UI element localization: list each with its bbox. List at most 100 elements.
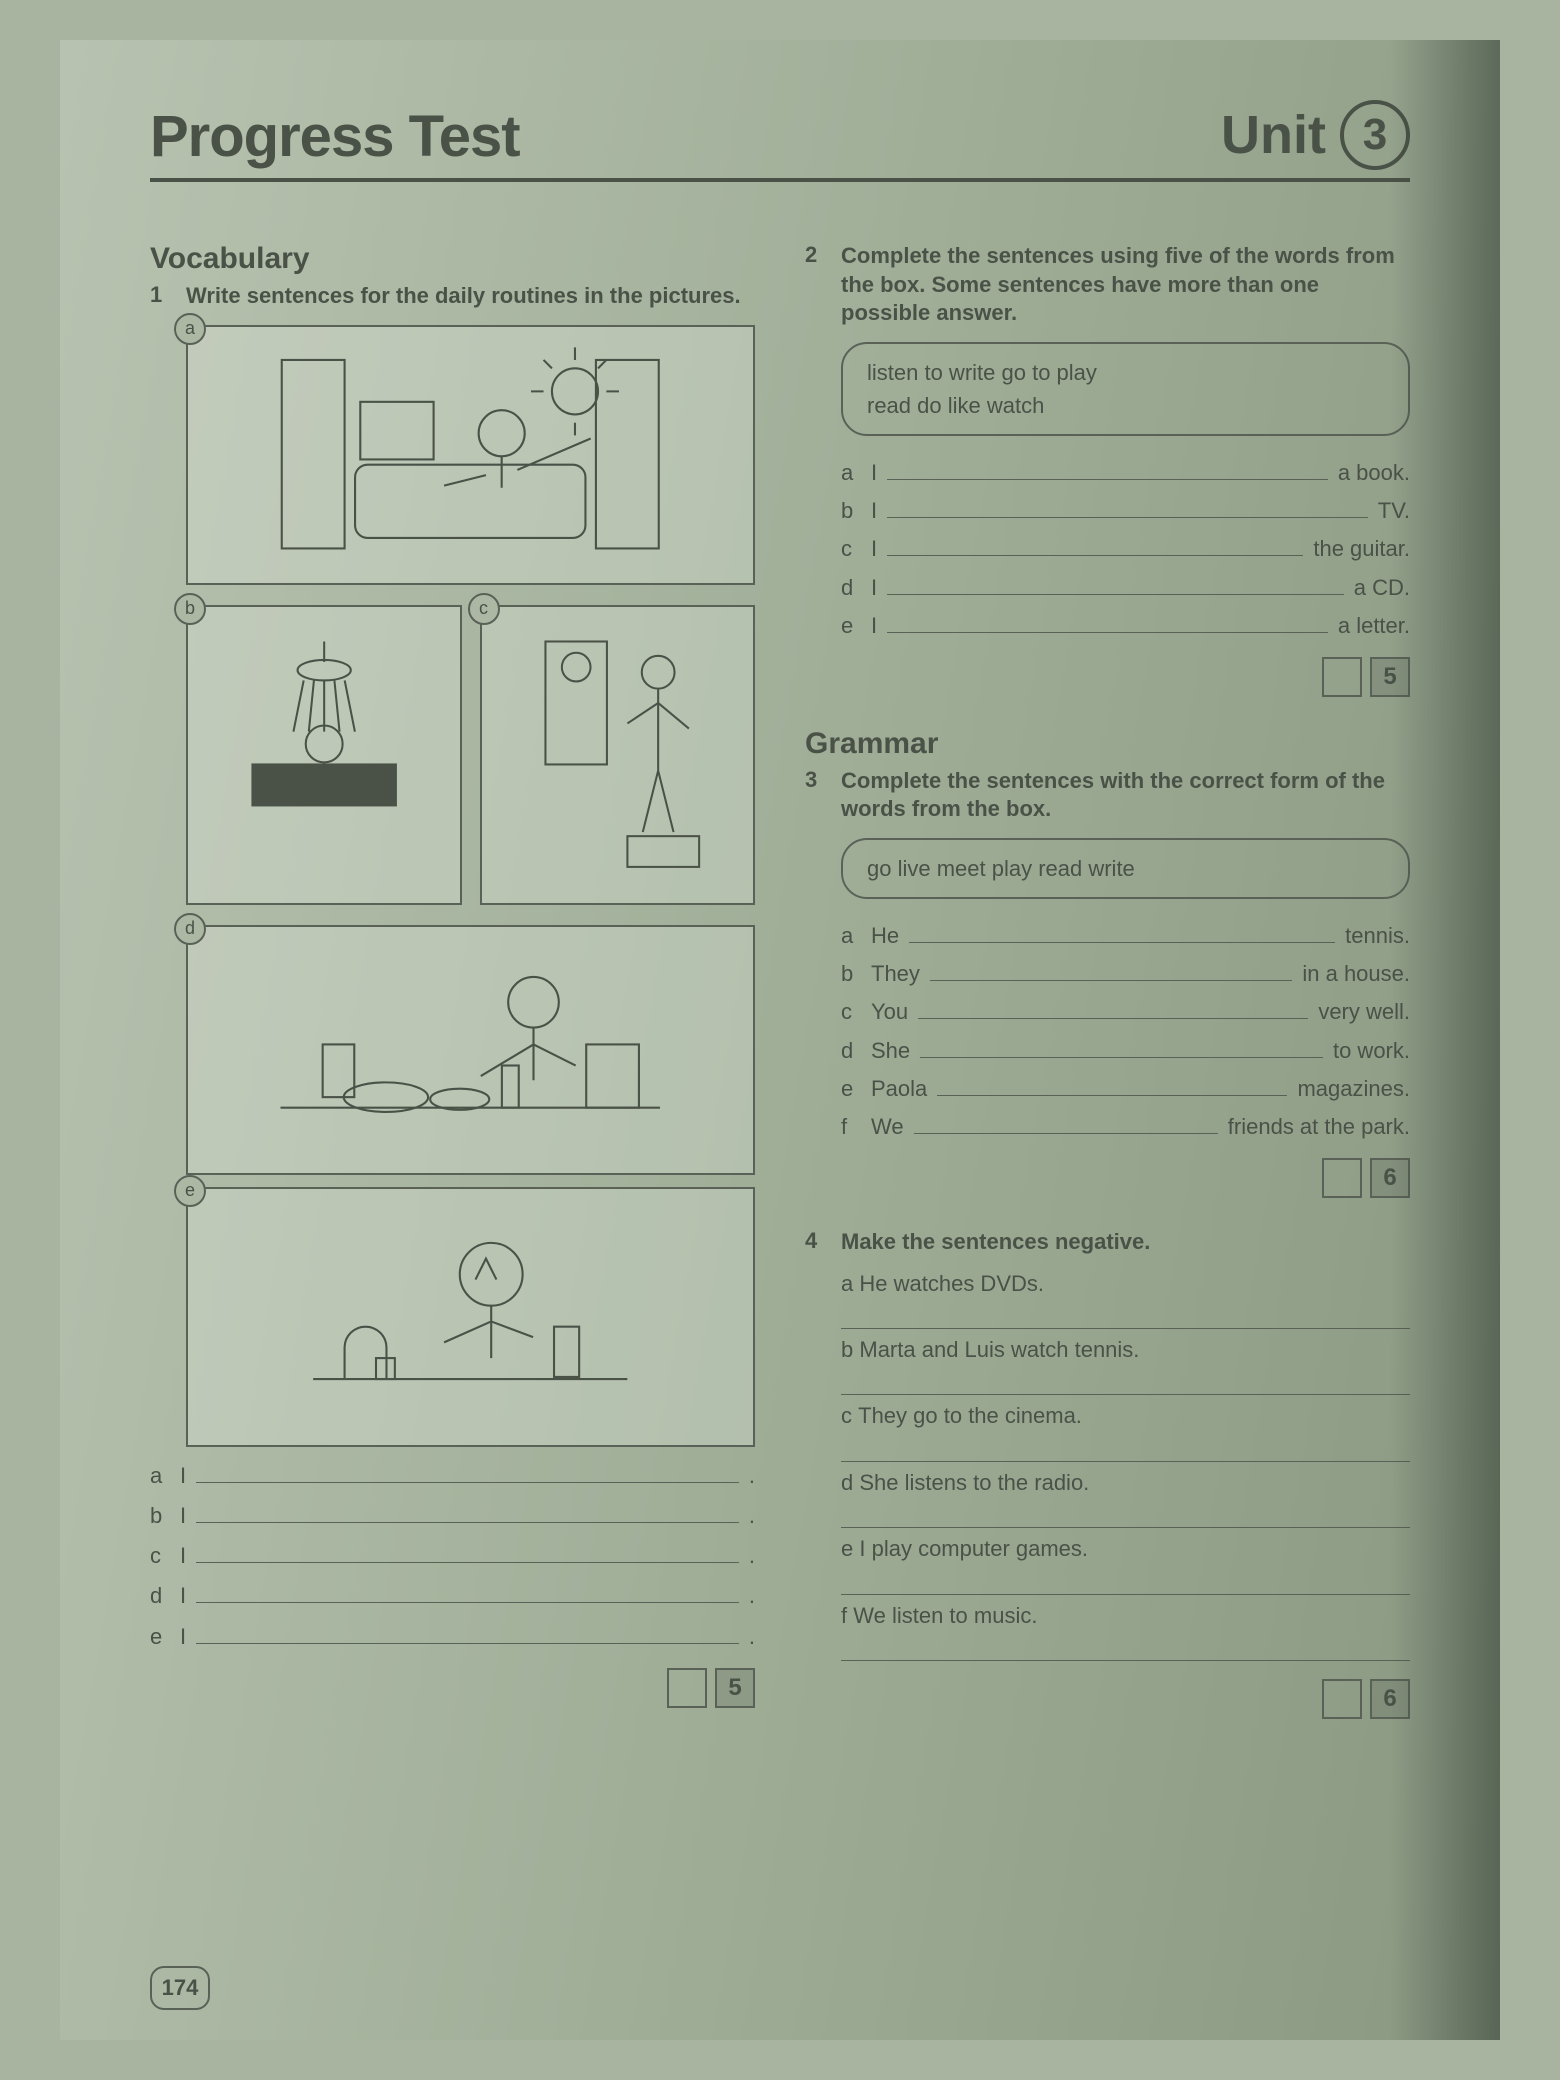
answer-letter: a [150,1463,170,1489]
score-blank[interactable] [1322,1158,1362,1198]
blank-line[interactable] [914,1110,1218,1134]
exercise-1: 1 Write sentences for the daily routines… [150,282,755,1708]
answer-letter: c [150,1543,170,1569]
item-end: friends at the park. [1228,1114,1410,1140]
picture-row-bc: b c [186,597,755,917]
fill-line[interactable]: d She to work. [841,1033,1410,1063]
negative-item[interactable]: a He watches DVDs. [841,1271,1410,1329]
score-box-ex3: 6 [805,1158,1410,1198]
blank-line[interactable] [887,532,1303,556]
fill-line[interactable]: f We friends at the park. [841,1110,1410,1140]
exercise-instruction: Make the sentences negative. [841,1228,1150,1257]
fill-line[interactable]: c I the guitar. [841,532,1410,562]
score-box-ex1: 5 [150,1668,755,1708]
blank-line[interactable] [909,919,1335,943]
blank-line[interactable] [841,1635,1410,1661]
unit-badge: Unit 3 [1221,100,1410,170]
word-box-line: read do like watch [867,389,1384,422]
fill-line[interactable]: b They in a house. [841,957,1410,987]
answer-line-d[interactable]: d I . [150,1579,755,1609]
fill-line[interactable]: c You very well. [841,995,1410,1025]
blank-line[interactable] [841,1303,1410,1329]
vocabulary-heading: Vocabulary [150,242,755,276]
answer-line-c[interactable]: c I . [150,1539,755,1569]
page-title: Progress Test [150,103,520,170]
fill-line[interactable]: e Paola magazines. [841,1072,1410,1102]
unit-word: Unit [1221,104,1326,166]
score-blank[interactable] [1322,1679,1362,1719]
picture-a: a [186,325,755,585]
blank-line[interactable] [196,1499,739,1523]
content-columns: Vocabulary 1 Write sentences for the dai… [150,242,1410,1749]
sentence-text: a He watches DVDs. [841,1271,1410,1297]
picture-d: d [186,925,755,1175]
exercise-instruction: Complete the sentences using five of the… [841,242,1410,328]
sentence-text: b Marta and Luis watch tennis. [841,1337,1410,1363]
answer-line-a[interactable]: a I . [150,1459,755,1489]
negative-item[interactable]: d She listens to the radio. [841,1470,1410,1528]
blank-line[interactable] [196,1619,739,1643]
fill-line[interactable]: e I a letter. [841,609,1410,639]
item-letter: e [841,1076,861,1102]
blank-line[interactable] [196,1579,739,1603]
negative-item[interactable]: b Marta and Luis watch tennis. [841,1337,1410,1395]
exercise-instruction: Complete the sentences with the correct … [841,767,1410,824]
item-letter: d [841,1038,861,1064]
answer-start: I [180,1503,186,1529]
item-letter: a [841,460,861,486]
answer-line-e[interactable]: e I . [150,1619,755,1649]
blank-line[interactable] [841,1435,1410,1461]
exercise-number: 1 [150,282,172,311]
item-letter: c [841,536,861,562]
picture-label: a [174,313,206,345]
item-start: I [871,536,877,562]
grammar-heading: Grammar [805,727,1410,761]
blank-line[interactable] [887,494,1368,518]
wakeup-illustration [216,339,725,569]
negative-item[interactable]: f We listen to music. [841,1603,1410,1661]
answer-start: I [180,1543,186,1569]
page-number: 174 [150,1966,210,2010]
fill-line[interactable]: b I TV. [841,494,1410,524]
blank-line[interactable] [937,1072,1287,1096]
item-start: I [871,460,877,486]
blank-line[interactable] [196,1459,739,1483]
blank-line[interactable] [841,1502,1410,1528]
right-column: 2 Complete the sentences using five of t… [805,242,1410,1749]
exercise-number: 2 [805,242,827,328]
score-blank[interactable] [1322,657,1362,697]
picture-c: c [480,605,756,905]
item-letter: e [841,613,861,639]
negative-item[interactable]: c They go to the cinema. [841,1403,1410,1461]
blank-line[interactable] [887,456,1328,480]
exercise-3-head: 3 Complete the sentences with the correc… [805,767,1410,824]
answer-letter: e [150,1624,170,1650]
item-start: I [871,498,877,524]
exercise-number: 4 [805,1228,827,1257]
answer-letter: d [150,1583,170,1609]
blank-line[interactable] [887,609,1328,633]
blank-line[interactable] [196,1539,739,1563]
negative-item[interactable]: e I play computer games. [841,1536,1410,1594]
score-max: 5 [715,1668,755,1708]
exercise-4-head: 4 Make the sentences negative. [805,1228,1410,1257]
blank-line[interactable] [887,570,1344,594]
blank-line[interactable] [930,957,1292,981]
blank-line[interactable] [841,1369,1410,1395]
blank-line[interactable] [920,1033,1323,1057]
fill-line[interactable]: d I a CD. [841,570,1410,600]
item-letter: a [841,923,861,949]
score-blank[interactable] [667,1668,707,1708]
picture-label: d [174,913,206,945]
fill-line[interactable]: a He tennis. [841,919,1410,949]
fill-line[interactable]: a I a book. [841,456,1410,486]
blank-line[interactable] [841,1568,1410,1594]
picture-label: b [174,593,206,625]
item-start: They [871,961,920,987]
answer-line-b[interactable]: b I . [150,1499,755,1529]
blank-line[interactable] [918,995,1308,1019]
item-start: We [871,1114,904,1140]
score-box-ex4: 6 [805,1679,1410,1719]
item-letter: f [841,1114,861,1140]
binding-shadow [1390,40,1500,2040]
